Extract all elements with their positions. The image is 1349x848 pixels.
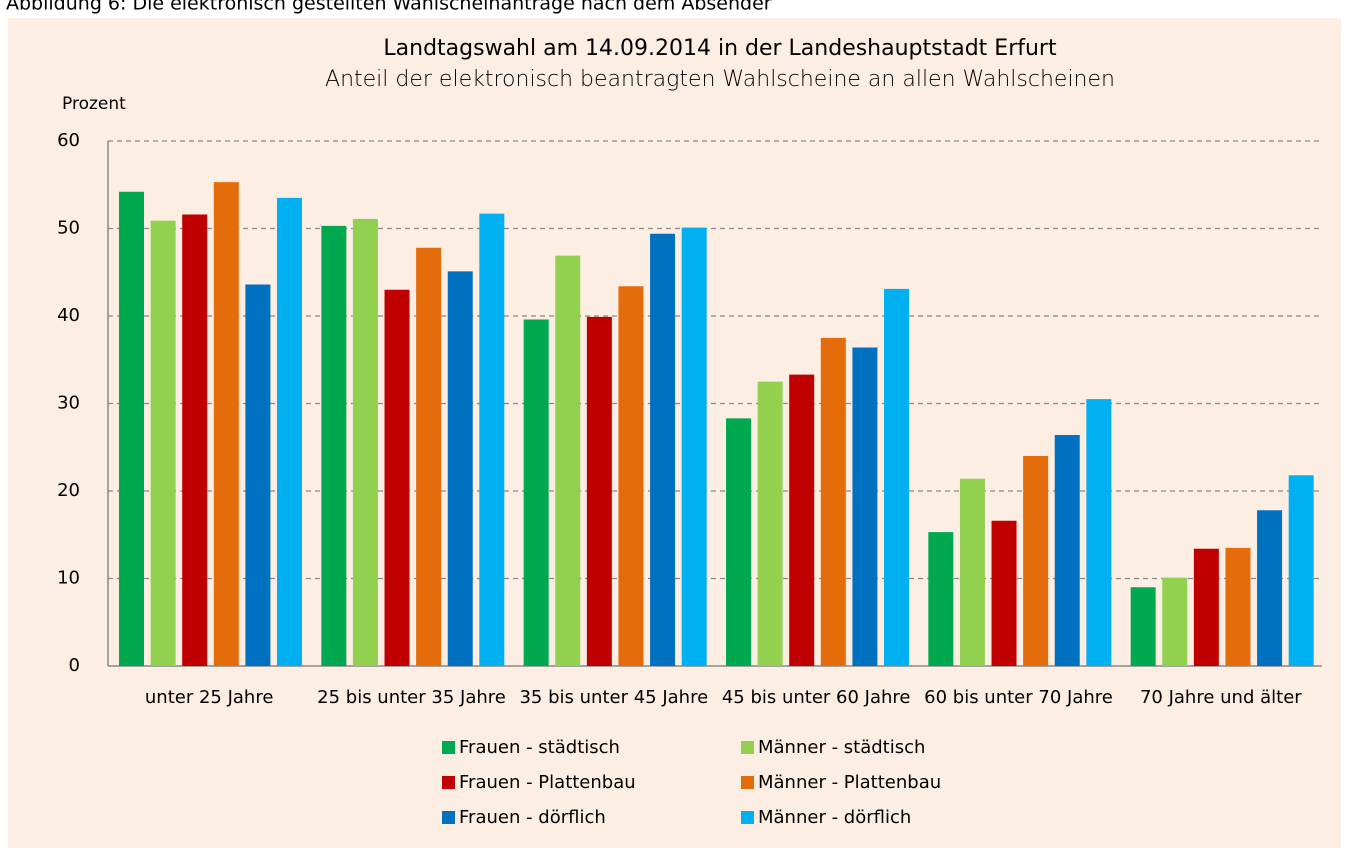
bar: [928, 532, 954, 666]
bar: [384, 289, 410, 666]
bar: [479, 213, 505, 666]
bar: [1086, 399, 1112, 666]
bar: [820, 337, 846, 666]
y-axis-label: Prozent: [62, 94, 126, 114]
bar: [213, 182, 239, 666]
y-tick-label: 0: [69, 655, 80, 676]
bar: [959, 478, 985, 666]
bar: [991, 520, 1017, 666]
legend-swatch: [741, 741, 754, 754]
x-tick-label: unter 25 Jahre: [145, 687, 274, 708]
y-tick-label: 60: [57, 130, 80, 151]
bar: [1023, 456, 1049, 666]
bar: [352, 218, 378, 666]
bar: [1130, 587, 1156, 666]
legend-label: Frauen - städtisch: [459, 737, 620, 758]
y-tick-label: 20: [57, 480, 80, 501]
bar: [416, 247, 442, 666]
bar: [150, 220, 176, 666]
chart-title: Landtagswahl am 14.09.2014 in der Landes…: [383, 36, 1057, 61]
bar: [726, 418, 751, 666]
bar: [789, 374, 815, 666]
legend-swatch: [442, 741, 455, 754]
bar: [757, 381, 783, 666]
x-tick-label: 70 Jahre und älter: [1140, 687, 1302, 708]
bar: [618, 286, 644, 666]
bar: [681, 227, 707, 666]
bar: [119, 191, 144, 666]
bar: [884, 288, 909, 666]
legend-swatch: [741, 776, 754, 789]
x-tick-label: 35 bis unter 45 Jahre: [519, 687, 708, 708]
bar: [182, 214, 208, 666]
bar: [1225, 547, 1251, 666]
caption: Abbildung 6: Die elektronisch gestellten…: [6, 0, 772, 15]
bar: [1257, 510, 1283, 666]
x-tick-label: 25 bis unter 35 Jahre: [317, 687, 506, 708]
bar: [1054, 435, 1080, 666]
y-tick-label: 30: [57, 393, 80, 414]
legend-label: Männer - städtisch: [758, 737, 925, 758]
legend-label: Männer - dörflich: [758, 807, 911, 828]
legend-swatch: [741, 811, 754, 824]
legend-label: Männer - Plattenbau: [758, 772, 941, 793]
bar: [321, 225, 347, 666]
x-tick-label: 60 bis unter 70 Jahre: [924, 687, 1113, 708]
bar: [586, 316, 612, 666]
bar: [523, 319, 549, 666]
y-tick-label: 50: [57, 218, 80, 239]
bar: [650, 233, 676, 666]
legend-label: Frauen - Plattenbau: [459, 772, 636, 793]
legend-swatch: [442, 811, 455, 824]
bar: [852, 347, 878, 666]
bar: [1162, 577, 1188, 666]
bar: [447, 271, 473, 666]
legend-swatch: [442, 776, 455, 789]
bar: [1288, 475, 1314, 666]
bar: [1193, 548, 1219, 666]
x-tick-label: 45 bis unter 60 Jahre: [722, 687, 911, 708]
legend-label: Frauen - dörflich: [459, 807, 606, 828]
chart-subtitle: Anteil der elektronisch beantragten Wahl…: [325, 67, 1115, 92]
bar: [555, 255, 581, 666]
bar: [277, 197, 302, 666]
y-tick-label: 10: [57, 568, 80, 589]
bar: [245, 284, 271, 666]
y-tick-label: 40: [57, 305, 80, 326]
